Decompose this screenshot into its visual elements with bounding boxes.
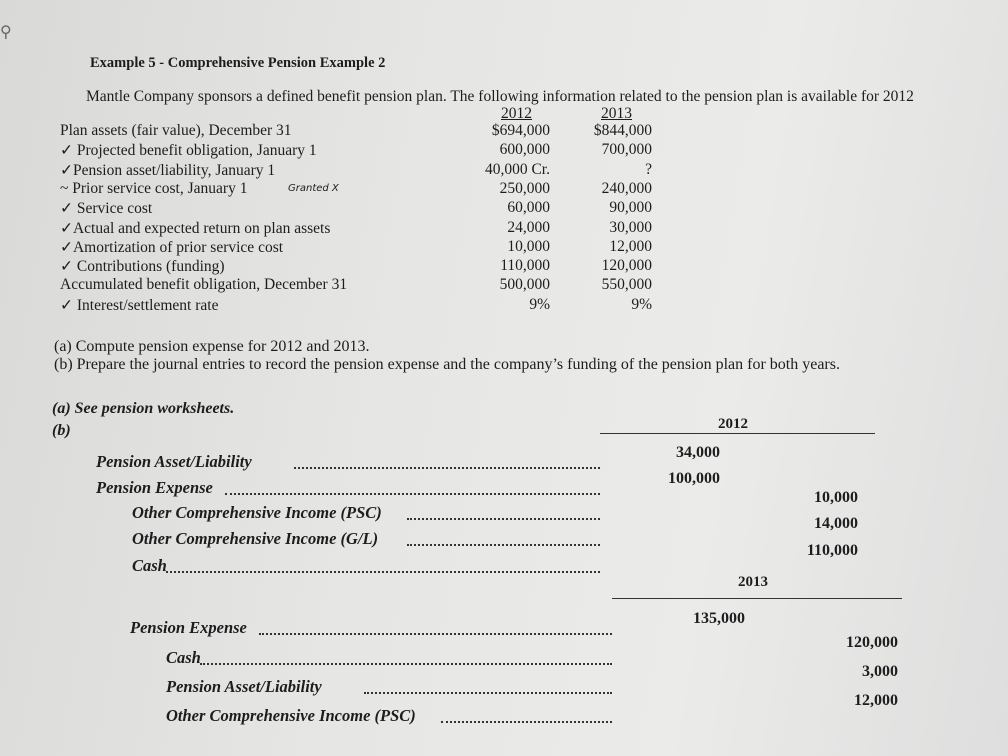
value-2013: 90,000 (609, 199, 652, 217)
value-2013: 9% (631, 295, 652, 313)
year-rule-2012 (600, 433, 875, 434)
credit-amount: 3,000 (862, 663, 898, 680)
year-2013: 2013 (738, 574, 768, 590)
account-name: Pension Asset/Liability (96, 452, 252, 471)
question-b: (b) Prepare the journal entries to recor… (54, 356, 840, 373)
question-a: (a) Compute pension expense for 2012 and… (54, 338, 370, 355)
table-row: ✓ Service cost 60,000 90,000 (60, 199, 680, 218)
dotted-leader (166, 571, 600, 573)
dotted-leader (407, 518, 600, 520)
credit-amount: 120,000 (846, 634, 898, 651)
account-name: Pension Expense (96, 478, 213, 497)
magnifier-icon[interactable]: ⚲ (0, 22, 12, 41)
credit-amount: 110,000 (806, 542, 858, 559)
value-2012: 24,000 (507, 218, 550, 236)
value-2013: 550,000 (601, 276, 652, 294)
row-label: Plan assets (fair value), December 31 (60, 122, 292, 139)
row-label: ✓Amortization of prior service cost (60, 238, 284, 256)
table-row: Plan assets (fair value), December 31 $69… (60, 122, 680, 141)
row-label: ✓ Projected benefit obligation, January … (60, 142, 317, 160)
dotted-leader (293, 467, 600, 469)
credit-amount: 12,000 (854, 692, 898, 709)
value-2012: 40,000 Cr. (484, 160, 550, 178)
intro-text: Mantle Company sponsors a defined benefi… (86, 88, 914, 105)
value-2013: 700,000 (601, 141, 652, 159)
table-row: ✓Actual and expected return on plan asse… (60, 219, 680, 238)
row-label: ✓Pension asset/liability, January 1 (60, 161, 276, 179)
account-name: Pension Expense (130, 618, 247, 637)
value-2012: 600,000 (499, 141, 550, 159)
value-2013: $844,000 (593, 122, 652, 139)
solution-b: (b) (52, 422, 71, 439)
year-2012: 2012 (718, 416, 748, 432)
table-row: ✓ Interest/settlement rate 9% 9% (60, 296, 680, 315)
row-label: Accumulated benefit obligation, December… (60, 276, 348, 294)
value-2013: 30,000 (609, 218, 652, 236)
row-label: ✓Actual and expected return on plan asse… (60, 219, 331, 237)
dotted-leader (259, 633, 612, 635)
dotted-leader (363, 692, 612, 694)
table-row: ✓ Projected benefit obligation, January … (60, 141, 680, 160)
row-label: ~ Prior service cost, January 1 (60, 179, 248, 197)
debit-amount: 100,000 (668, 470, 720, 487)
solution-a: (a) See pension worksheets. (52, 400, 235, 417)
row-label: ✓ Service cost (60, 200, 153, 218)
account-name: Other Comprehensive Income (PSC) (132, 503, 382, 522)
table-row: ✓Amortization of prior service cost 10,00… (60, 238, 680, 257)
table-row: Accumulated benefit obligation, December… (60, 276, 680, 295)
handwritten-note: Granted X (288, 182, 339, 194)
value-2012: 10,000 (507, 237, 550, 255)
dotted-leader (225, 493, 600, 495)
debit-amount: 135,000 (693, 610, 745, 627)
value-2012: 60,000 (507, 199, 550, 217)
account-name: Cash (132, 556, 167, 575)
credit-amount: 14,000 (814, 515, 858, 532)
table-row: ✓ Contributions (funding) 110,000 120,000 (60, 257, 680, 276)
header-2012: 2012 (501, 105, 532, 122)
debit-amount: 34,000 (676, 444, 720, 461)
dotted-leader (441, 721, 612, 723)
credit-amount: 10,000 (814, 489, 858, 506)
value-2012: 9% (529, 295, 550, 313)
table-header: 2012 2013 (60, 105, 680, 124)
table-row: ~ Prior service cost, January 1 Granted X… (60, 180, 680, 199)
account-name: Pension Asset/Liability (166, 677, 322, 696)
value-2013: 240,000 (601, 179, 652, 197)
dotted-leader (407, 544, 600, 546)
value-2012: $694,000 (491, 122, 550, 139)
row-label: ✓ Interest/settlement rate (60, 296, 219, 314)
value-2012: 500,000 (499, 276, 550, 294)
row-label: ✓ Contributions (funding) (60, 258, 225, 276)
header-2013: 2013 (601, 105, 632, 122)
account-name: Other Comprehensive Income (G/L) (132, 529, 379, 548)
value-2013: 120,000 (601, 257, 652, 275)
account-name: Other Comprehensive Income (PSC) (166, 706, 416, 725)
table-row: ✓Pension asset/liability, January 1 40,00… (60, 161, 680, 180)
page-title: Example 5 - Comprehensive Pension Exampl… (90, 55, 386, 71)
value-2012: 250,000 (499, 179, 550, 197)
year-rule-2013 (612, 598, 902, 599)
value-2013: 12,000 (609, 237, 652, 255)
dotted-leader (200, 663, 612, 665)
value-2013: ? (645, 160, 652, 178)
value-2012: 110,000 (500, 257, 550, 275)
account-name: Cash (166, 648, 201, 667)
